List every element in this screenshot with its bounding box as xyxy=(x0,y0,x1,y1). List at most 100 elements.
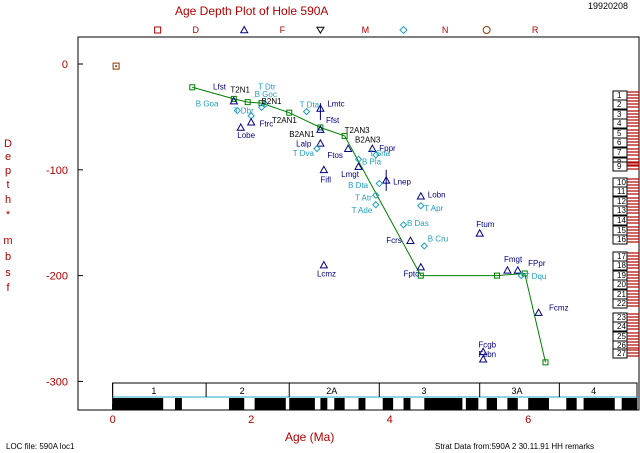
event-marker xyxy=(372,151,380,159)
epoch-label: 4 xyxy=(591,386,596,396)
event-label: B Dta xyxy=(348,181,369,190)
event-marker xyxy=(302,107,311,116)
x-tick-label: 6 xyxy=(525,414,531,426)
event-marker xyxy=(534,308,543,316)
polarity-chron xyxy=(334,398,345,410)
event-marker xyxy=(319,165,329,174)
event-marker xyxy=(478,347,488,356)
event-label: FPpr xyxy=(528,259,546,268)
event-label: B Goc xyxy=(255,90,277,99)
y-axis-label-char: t xyxy=(6,179,9,191)
legend-circle-icon xyxy=(482,26,491,34)
core-number: 12 xyxy=(617,197,626,206)
x-tick-label: 2 xyxy=(248,414,254,426)
y-axis-label-char: p xyxy=(5,165,11,177)
polarity-chron xyxy=(507,398,518,410)
loc-tiepoint xyxy=(542,359,549,366)
event-marker xyxy=(420,242,429,250)
core-number: 18 xyxy=(617,261,626,270)
legend-diamond-icon xyxy=(399,25,408,35)
loc-tiepoint xyxy=(341,132,348,139)
x-axis-label: Age (Ma) xyxy=(285,430,334,444)
y-axis-label-char: b xyxy=(5,251,11,263)
polarity-chron xyxy=(583,398,615,410)
footer-right: Strat Data from:590A 2 30.11.91 HH remar… xyxy=(435,442,594,451)
plot-frame xyxy=(77,36,640,411)
event-marker xyxy=(257,103,266,112)
core-number: 11 xyxy=(617,187,626,196)
loc-tiepoint xyxy=(286,109,293,116)
core-number: 22 xyxy=(617,299,626,308)
core-number: 13 xyxy=(617,206,626,215)
event-marker xyxy=(229,96,239,105)
core-number: 16 xyxy=(617,235,626,244)
event-marker xyxy=(313,144,321,153)
core-number: 2 xyxy=(617,100,622,109)
event-label: Lmtc xyxy=(327,99,344,108)
polarity-chron xyxy=(486,398,498,410)
event-label: Lobe xyxy=(237,131,255,140)
polarity-chron xyxy=(403,398,411,410)
loc-tiepoint xyxy=(317,124,324,131)
core-number: 15 xyxy=(617,226,626,235)
polarity-chron xyxy=(382,398,394,410)
event-label: B2AN3 xyxy=(355,135,381,144)
event-label: Fcmz xyxy=(549,304,569,313)
epoch-label: 1 xyxy=(151,386,156,396)
loc-tiepoint xyxy=(258,100,265,107)
event-marker xyxy=(399,221,408,229)
event-label: B Das xyxy=(407,219,429,228)
polarity-chron xyxy=(566,398,577,410)
core-column: 1234567891011121314151617181920212223242… xyxy=(612,90,639,359)
event-label: Lcmz xyxy=(317,270,336,279)
axes: 0 -100 -200 -300 0 2 4 6 xyxy=(46,59,531,426)
event-marker xyxy=(375,179,383,188)
event-label: Fcrs xyxy=(386,236,402,245)
y-axis-label-char: e xyxy=(5,151,11,163)
event-label: Lmgt xyxy=(341,170,360,179)
polarity-chron xyxy=(424,398,463,410)
event-marker xyxy=(319,260,329,269)
polarity-chron xyxy=(174,398,182,410)
event-marker xyxy=(417,202,425,210)
epoch-label: 3A xyxy=(512,386,523,396)
event-label: Fppr xyxy=(379,144,396,153)
polarity-chron xyxy=(254,398,286,410)
y-axis-label-char: D xyxy=(4,138,12,150)
legend-label: R xyxy=(532,25,539,35)
y-axis-label-char: * xyxy=(6,209,11,221)
event-marker xyxy=(517,271,525,280)
event-marker xyxy=(368,144,377,152)
event-label: B Goa xyxy=(196,99,219,108)
footer-left: LOC file: 590A loc1 xyxy=(6,442,75,451)
event-label: T Dtr xyxy=(258,82,276,91)
core-number: 26 xyxy=(617,341,626,350)
y-tick-label: -200 xyxy=(46,271,68,283)
event-label: B2AN1 xyxy=(289,130,315,139)
y-tick-label: -100 xyxy=(46,165,68,177)
y-tick-label: 0 xyxy=(62,59,68,71)
event-label: Lalp xyxy=(296,140,312,149)
event-marker xyxy=(316,125,325,133)
event-label: B Pla xyxy=(362,158,382,167)
polarity-chron xyxy=(112,398,164,410)
core-number: 27 xyxy=(617,349,626,358)
event-label: T Dqu xyxy=(525,272,547,281)
event-marker xyxy=(372,201,380,209)
event-marker xyxy=(381,175,391,184)
y-tick-label: -300 xyxy=(46,376,68,388)
event-label: Ftos xyxy=(327,151,343,160)
event-label: T2AN1 xyxy=(272,116,297,125)
epoch-label: 3 xyxy=(421,386,426,396)
event-label: Fifl xyxy=(320,175,331,184)
event-marker xyxy=(475,228,485,237)
event-label: Ftum xyxy=(476,220,495,229)
event-marker xyxy=(416,262,426,271)
polarity-chron xyxy=(465,398,479,410)
event-label: Ffst xyxy=(326,116,340,125)
legend-triangle-down-icon xyxy=(316,26,325,35)
event-label: T2AN3 xyxy=(345,126,370,135)
y-axis-label-char: h xyxy=(5,194,11,206)
